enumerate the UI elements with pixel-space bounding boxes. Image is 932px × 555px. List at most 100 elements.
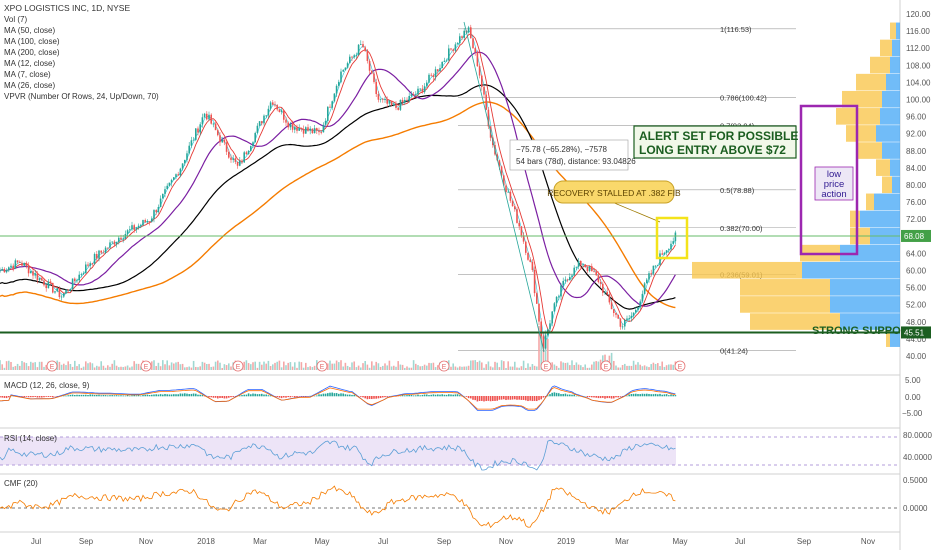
measure-line [464, 22, 544, 352]
candle-body [510, 192, 512, 201]
rsi-tick: 40.0000 [903, 453, 932, 462]
vp-up-bar [830, 279, 900, 296]
support-text: STRONG SUPPORT [812, 325, 916, 337]
macd-hist [39, 396, 41, 397]
macd-hist [430, 395, 432, 397]
candle-body [309, 129, 311, 131]
fib-label: 0.786(100.42) [720, 94, 767, 103]
macd-hist [490, 396, 492, 401]
candle-body [507, 192, 509, 193]
candle-body [138, 226, 140, 228]
volume-bar [65, 365, 67, 370]
candle-body [463, 31, 465, 38]
candle-body [43, 281, 45, 286]
volume-bar [37, 367, 39, 370]
macd-hist [668, 395, 670, 396]
macd-hist [567, 395, 569, 397]
macd-hist [620, 396, 622, 397]
candle-body [635, 310, 637, 313]
legend-line: MA (7, close) [4, 70, 51, 79]
macd-hist [672, 395, 674, 396]
candle-body [210, 115, 212, 124]
candle-body [353, 55, 355, 57]
volume-bar [105, 368, 107, 370]
macd-hist [221, 396, 223, 398]
volume-bar [510, 367, 512, 370]
vp-down-bar [850, 211, 860, 228]
volume-bar [166, 360, 168, 370]
volume-bar [617, 367, 619, 370]
volume-bar [364, 361, 366, 370]
volume-bar [1, 364, 3, 370]
macd-hist [628, 395, 630, 397]
volume-bar [646, 366, 648, 370]
candle-body [549, 323, 551, 329]
macd-hist [408, 395, 410, 396]
macd-hist [151, 395, 153, 397]
macd-hist [147, 395, 149, 397]
volume-bar [296, 368, 298, 370]
volume-bar [129, 368, 131, 370]
volume-bar [393, 366, 395, 370]
cmf-tick: 0.0000 [903, 504, 928, 513]
support-badge-text: 45.51 [904, 328, 925, 337]
candle-body [114, 242, 116, 245]
candle-body [96, 254, 98, 259]
recovery-pointer [612, 202, 660, 222]
macd-hist [615, 396, 617, 397]
candle-body [298, 128, 300, 131]
volume-bar [21, 361, 23, 370]
candle-body [21, 263, 23, 266]
candle-body [606, 292, 608, 294]
candle-body [358, 45, 360, 55]
candle-body [272, 102, 274, 104]
macd-hist [213, 396, 215, 398]
candle-body [61, 297, 63, 298]
macd-hist [83, 395, 85, 396]
macd-hist [617, 396, 619, 397]
macd-hist [114, 395, 116, 396]
macd-hist [422, 395, 424, 396]
macd-hist [74, 395, 76, 396]
volume-bar [494, 362, 496, 370]
macd-hist [386, 396, 388, 397]
macd-hist [347, 395, 349, 397]
candle-body [45, 285, 47, 288]
macd-hist [89, 394, 91, 396]
volume-bar [430, 363, 432, 370]
macd-hist [41, 396, 43, 398]
price-tick: 120.00 [906, 10, 931, 19]
candle-body [455, 44, 457, 50]
macd-hist [224, 396, 226, 398]
price-tick: 88.00 [906, 147, 927, 156]
volume-bar [254, 362, 256, 370]
candle-body [268, 109, 270, 116]
volume-bar [490, 366, 492, 370]
macd-hist [43, 396, 45, 397]
price-tick: 64.00 [906, 249, 927, 258]
macd-hist [257, 394, 259, 396]
candle-body [380, 99, 382, 100]
candle-body [65, 290, 67, 294]
macd-hist [382, 396, 384, 397]
macd-hist [177, 394, 179, 396]
volume-bar [591, 365, 593, 370]
candle-body [8, 267, 10, 270]
macd-hist [34, 396, 36, 397]
volume-bar [481, 362, 483, 370]
candle-body [92, 263, 94, 264]
price-tick: 96.00 [906, 113, 927, 122]
volume-bar [644, 365, 646, 370]
macd-hist [525, 396, 527, 400]
volume-bar [463, 367, 465, 370]
volume-bar [655, 364, 657, 370]
volume-bar [356, 367, 358, 370]
macd-hist [501, 396, 503, 400]
candle-body [28, 266, 30, 273]
macd-hist [92, 395, 94, 397]
macd-hist [283, 396, 285, 397]
candle-body [56, 288, 58, 291]
volume-bar [470, 361, 472, 370]
volume-bar [672, 365, 674, 370]
